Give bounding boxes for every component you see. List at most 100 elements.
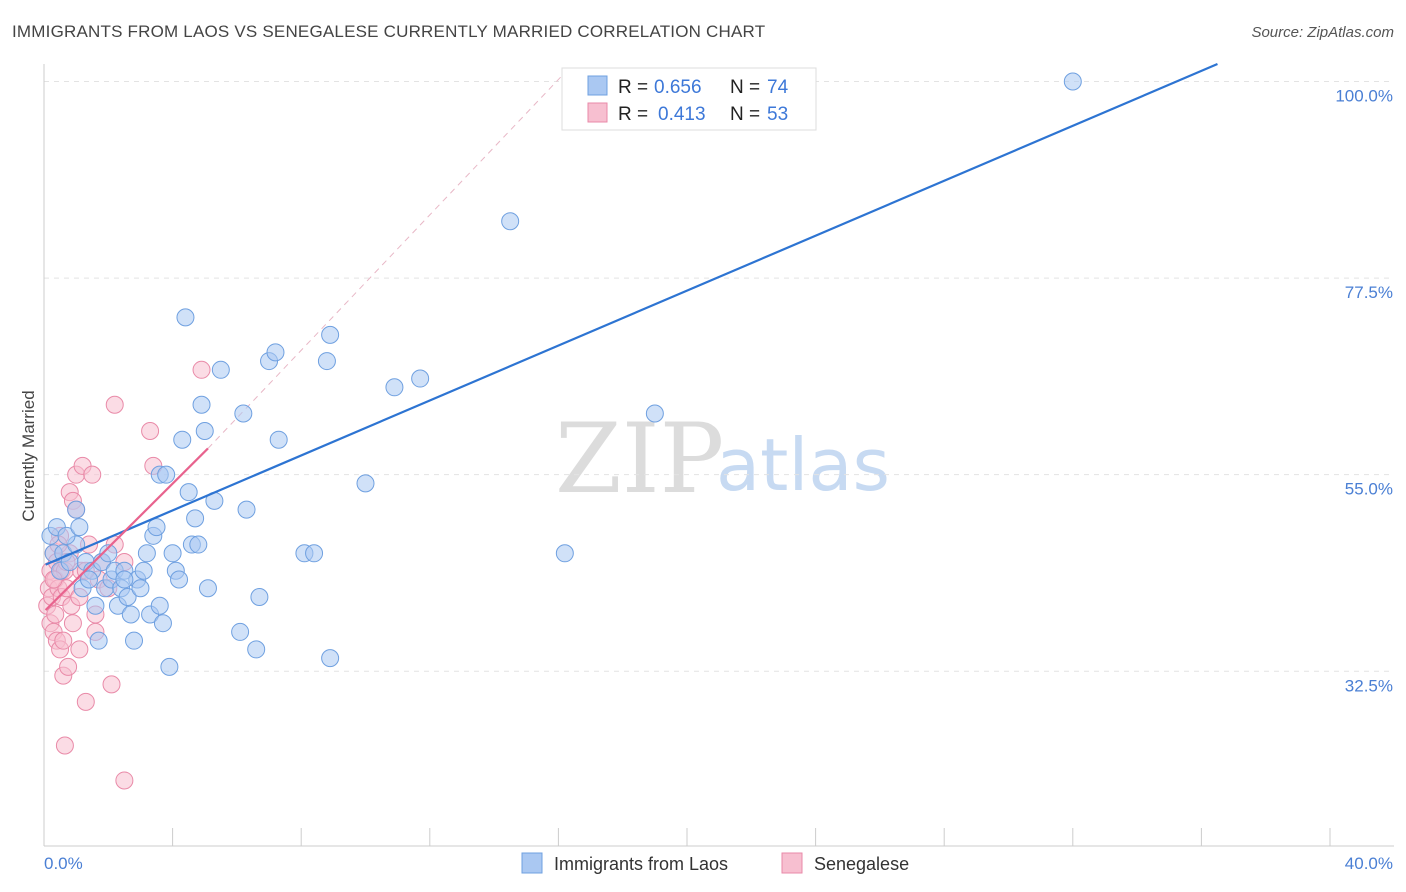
laos-point: [250, 587, 269, 606]
laos-point: [147, 518, 166, 537]
series-legend: Immigrants from Laos Senegalese: [521, 852, 909, 874]
axes: [43, 64, 1394, 847]
senegalese-swatch: [587, 102, 608, 123]
laos-n-value: 74: [767, 77, 789, 98]
laos-point: [317, 352, 336, 371]
watermark: ZIP atlas: [555, 403, 890, 515]
laos-n-label: N =: [730, 77, 760, 98]
laos-point: [198, 579, 217, 598]
reference-diagonal: [207, 72, 566, 449]
watermark-atlas: atlas: [716, 423, 890, 507]
y-tick-label: 77.5%: [1345, 283, 1393, 302]
sen-r-label: R =: [618, 104, 648, 125]
laos-point: [192, 395, 211, 414]
laos-point: [153, 614, 172, 633]
laos-point: [57, 526, 76, 545]
legend-laos-swatch: [521, 852, 543, 874]
senegalese-trend-line: [44, 447, 209, 611]
y-tick-label: 55.0%: [1345, 480, 1393, 499]
laos-point: [237, 500, 256, 519]
legend-senegalese-swatch: [781, 852, 803, 874]
y-tick-label: 100.0%: [1335, 86, 1393, 105]
senegalese-point: [192, 360, 211, 379]
senegalese-point: [55, 736, 74, 755]
sen-n-label: N =: [730, 104, 760, 125]
laos-point: [99, 544, 118, 563]
watermark-zip: ZIP: [555, 403, 724, 515]
laos-point: [501, 212, 520, 231]
laos-r-value: 0.656: [654, 77, 702, 98]
senegalese-point: [63, 614, 82, 633]
laos-point: [80, 570, 99, 589]
laos-point: [385, 378, 404, 397]
senegalese-point: [59, 657, 78, 676]
laos-point: [321, 325, 340, 344]
laos-point: [305, 544, 324, 563]
y-tick-label: 32.5%: [1345, 676, 1393, 695]
senegalese-point: [83, 465, 102, 484]
laos-point: [247, 640, 266, 659]
sen-n-value: 53: [767, 104, 788, 125]
laos-point: [321, 649, 340, 668]
legend-senegalese-label: Senegalese: [814, 854, 909, 874]
senegalese-point: [102, 675, 121, 694]
chart-title: IMMIGRANTS FROM LAOS VS SENEGALESE CURRE…: [12, 22, 766, 41]
laos-point: [118, 587, 137, 606]
senegalese-point: [46, 605, 65, 624]
laos-point: [163, 544, 182, 563]
laos-trend-line: [45, 62, 1218, 566]
source-label: Source: ZipAtlas.com: [1251, 24, 1394, 41]
x-tick-labels: 0.0% 40.0%: [44, 854, 1393, 873]
laos-point: [195, 421, 214, 440]
laos-point: [211, 360, 230, 379]
laos-point: [173, 430, 192, 449]
laos-point: [266, 343, 285, 362]
laos-point: [160, 657, 179, 676]
senegalese-point: [105, 395, 124, 414]
laos-points: [41, 72, 1082, 676]
laos-point: [189, 535, 208, 554]
laos-r-label: R =: [618, 77, 648, 98]
laos-point: [411, 369, 430, 388]
laos-point: [234, 404, 253, 423]
laos-swatch: [587, 75, 608, 96]
legend-laos-label: Immigrants from Laos: [554, 854, 728, 874]
senegalese-point: [76, 692, 95, 711]
laos-point: [125, 631, 144, 650]
sen-r-value: 0.413: [658, 104, 706, 125]
laos-point: [555, 544, 574, 563]
laos-point: [89, 631, 108, 650]
laos-point: [70, 518, 89, 537]
x-tick-label: 0.0%: [44, 854, 83, 873]
laos-point: [231, 622, 250, 641]
laos-point: [115, 570, 134, 589]
grid: [44, 80, 1394, 672]
senegalese-point: [54, 631, 73, 650]
y-axis-label: Currently Married: [19, 390, 38, 521]
laos-point: [356, 474, 375, 493]
senegalese-point: [70, 640, 89, 659]
laos-point: [179, 483, 198, 502]
laos-point: [150, 596, 169, 615]
trend-lines: [44, 62, 1218, 611]
laos-point: [157, 465, 176, 484]
x-tick-label: 40.0%: [1345, 854, 1393, 873]
laos-point: [176, 308, 195, 327]
senegalese-point: [141, 421, 160, 440]
stats-legend: R = 0.656 N = 74 R = 0.413 N = 53: [561, 67, 817, 131]
laos-point: [131, 579, 150, 598]
laos-point: [86, 596, 105, 615]
senegalese-point: [115, 771, 134, 790]
laos-point: [645, 404, 664, 423]
y-tick-labels: 32.5% 55.0% 77.5% 100.0%: [1335, 86, 1393, 695]
laos-point: [186, 509, 205, 528]
laos-point: [67, 500, 86, 519]
laos-point: [1063, 72, 1082, 91]
laos-point: [121, 605, 140, 624]
laos-point: [269, 430, 288, 449]
laos-point: [134, 561, 153, 580]
laos-point: [170, 570, 189, 589]
laos-point: [137, 544, 156, 563]
reference-diagonal-line: [207, 72, 566, 449]
